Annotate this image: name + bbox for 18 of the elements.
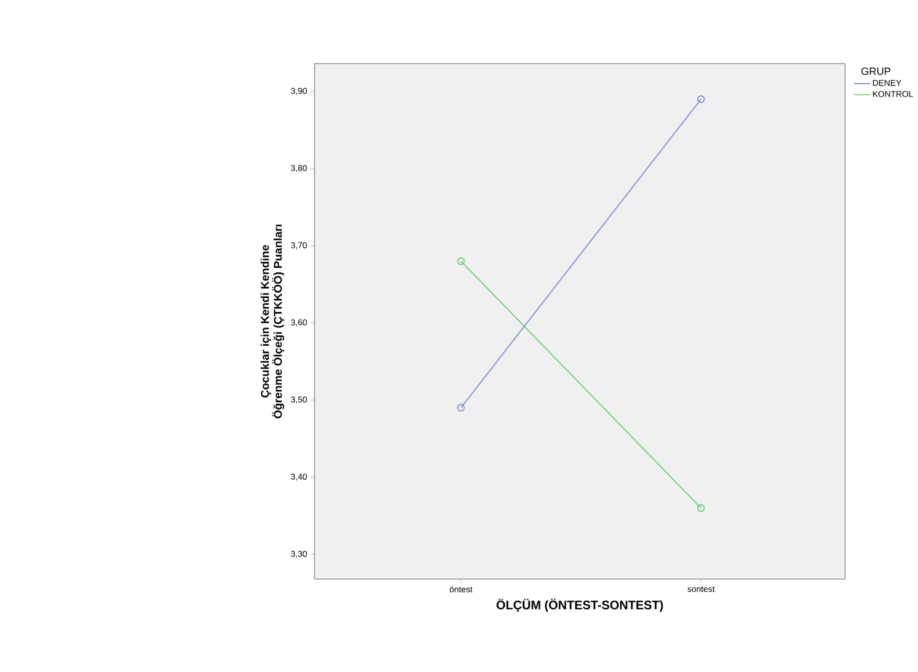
y-tick-label: 3,90 [290, 88, 307, 95]
legend-title: GRUP [861, 67, 890, 75]
x-tick-label: sontest [688, 586, 715, 592]
y-tick-label: 3,40 [290, 473, 307, 480]
point [457, 404, 465, 412]
y-tick-label: 3,60 [290, 319, 307, 326]
x-axis-title: ÖLÇÜM (ÖNTEST-SONTEST) [496, 598, 663, 612]
point [457, 257, 465, 265]
legend-label: KONTROL [873, 90, 914, 97]
legend-label: DENEY [873, 80, 902, 86]
y-tick-label: 3,50 [290, 396, 307, 404]
y-axis-title: Çocuklar için Kendi Kendine Öğrenme Ölçeği (ÇTKKÖÖ) Puanları [260, 224, 284, 418]
x-tick-label: öntest [450, 586, 472, 592]
y-tick-label: 3,70 [290, 242, 307, 250]
y-tick-label: 3,80 [290, 164, 307, 172]
point [697, 504, 705, 512]
y-tick-label: 3,30 [290, 550, 307, 558]
point [697, 95, 705, 103]
